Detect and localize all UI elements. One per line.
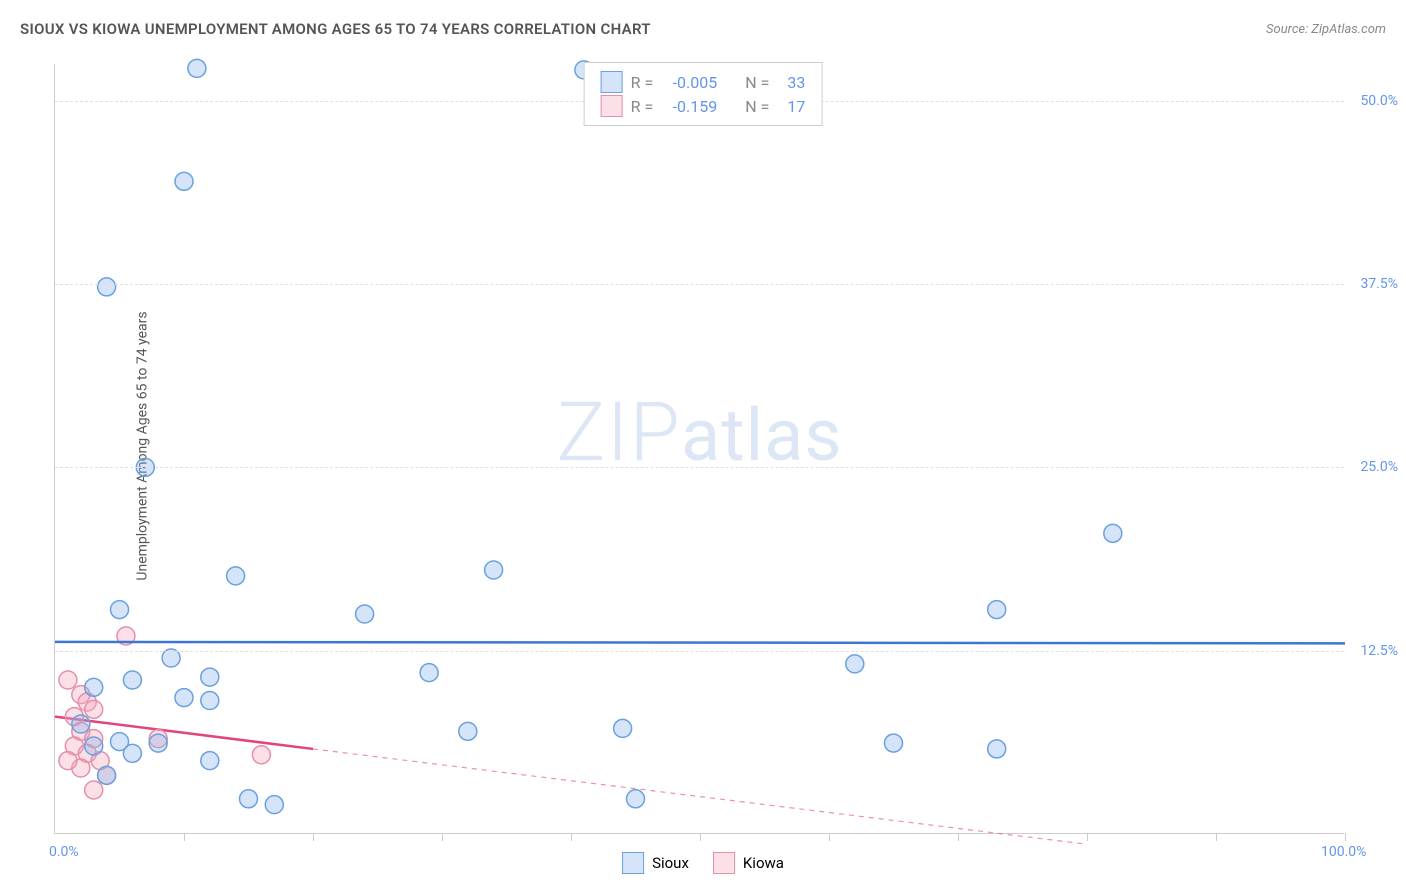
x-tick bbox=[829, 833, 830, 841]
sioux-point bbox=[111, 601, 129, 619]
kiowa-point bbox=[252, 746, 270, 764]
series-legend: Sioux Kiowa bbox=[622, 852, 784, 874]
x-tick bbox=[1345, 833, 1346, 841]
kiowa-point bbox=[85, 700, 103, 718]
sioux-point bbox=[885, 734, 903, 752]
sioux-point bbox=[72, 715, 90, 733]
n-label-kiowa: N = bbox=[745, 97, 769, 116]
gridline bbox=[55, 467, 1344, 468]
sioux-point bbox=[201, 752, 219, 770]
sioux-point bbox=[627, 790, 645, 808]
sioux-point bbox=[201, 668, 219, 686]
r-value-sioux: -0.005 bbox=[661, 73, 717, 92]
gridline bbox=[55, 651, 1344, 652]
sioux-regression-line bbox=[55, 642, 1345, 643]
kiowa-point bbox=[85, 781, 103, 799]
n-label-sioux: N = bbox=[745, 73, 769, 92]
y-tick-label: 50.0% bbox=[1360, 93, 1398, 109]
x-tick-label: 100.0% bbox=[1321, 844, 1366, 860]
sioux-point bbox=[149, 734, 167, 752]
sioux-point bbox=[988, 740, 1006, 758]
sioux-point bbox=[85, 737, 103, 755]
kiowa-regression-extension bbox=[313, 749, 1087, 844]
legend-label-kiowa: Kiowa bbox=[743, 854, 784, 872]
sioux-point bbox=[356, 605, 374, 623]
x-tick bbox=[1216, 833, 1217, 841]
x-tick-label: 0.0% bbox=[49, 844, 79, 860]
sioux-point bbox=[265, 796, 283, 814]
legend-item-kiowa: Kiowa bbox=[713, 852, 784, 874]
source-label: Source: ZipAtlas.com bbox=[1266, 22, 1386, 37]
sioux-point bbox=[85, 678, 103, 696]
kiowa-point bbox=[59, 752, 77, 770]
chart-title: SIOUX VS KIOWA UNEMPLOYMENT AMONG AGES 6… bbox=[20, 20, 651, 38]
x-tick bbox=[1087, 833, 1088, 841]
swatch-sioux-bottom bbox=[622, 852, 644, 874]
n-value-sioux: 33 bbox=[777, 73, 805, 92]
plot-svg bbox=[55, 64, 1344, 833]
swatch-kiowa-bottom bbox=[713, 852, 735, 874]
sioux-point bbox=[98, 766, 116, 784]
legend-label-sioux: Sioux bbox=[652, 854, 689, 872]
gridline bbox=[55, 284, 1344, 285]
sioux-point bbox=[240, 790, 258, 808]
sioux-point bbox=[988, 601, 1006, 619]
sioux-point bbox=[188, 59, 206, 77]
x-tick bbox=[442, 833, 443, 841]
n-value-kiowa: 17 bbox=[777, 97, 805, 116]
sioux-point bbox=[1104, 524, 1122, 542]
sioux-point bbox=[485, 561, 503, 579]
plot-area: ZIPatlas 12.5%25.0%37.5%50.0%0.0%100.0% bbox=[54, 64, 1344, 834]
legend-row-sioux: R = -0.005 N = 33 bbox=[601, 71, 806, 93]
sioux-point bbox=[98, 278, 116, 296]
sioux-point bbox=[175, 689, 193, 707]
sioux-point bbox=[459, 722, 477, 740]
y-tick-label: 25.0% bbox=[1360, 459, 1398, 475]
y-tick-label: 12.5% bbox=[1360, 643, 1398, 659]
sioux-point bbox=[123, 744, 141, 762]
r-value-kiowa: -0.159 bbox=[661, 97, 717, 116]
swatch-sioux bbox=[601, 71, 623, 93]
x-tick bbox=[958, 833, 959, 841]
legend-item-sioux: Sioux bbox=[622, 852, 689, 874]
x-tick bbox=[313, 833, 314, 841]
sioux-point bbox=[420, 664, 438, 682]
correlation-legend: R = -0.005 N = 33 R = -0.159 N = 17 bbox=[584, 62, 823, 126]
legend-row-kiowa: R = -0.159 N = 17 bbox=[601, 95, 806, 117]
sioux-point bbox=[123, 671, 141, 689]
sioux-point bbox=[175, 172, 193, 190]
x-tick bbox=[571, 833, 572, 841]
y-tick-label: 37.5% bbox=[1360, 276, 1398, 292]
sioux-point bbox=[162, 649, 180, 667]
r-label-kiowa: R = bbox=[631, 97, 654, 116]
sioux-point bbox=[846, 655, 864, 673]
sioux-point bbox=[614, 719, 632, 737]
kiowa-point bbox=[59, 671, 77, 689]
title-row: SIOUX VS KIOWA UNEMPLOYMENT AMONG AGES 6… bbox=[20, 20, 1386, 38]
r-label-sioux: R = bbox=[631, 73, 654, 92]
x-tick bbox=[184, 833, 185, 841]
sioux-point bbox=[227, 567, 245, 585]
x-tick bbox=[700, 833, 701, 841]
swatch-kiowa bbox=[601, 95, 623, 117]
sioux-point bbox=[201, 692, 219, 710]
